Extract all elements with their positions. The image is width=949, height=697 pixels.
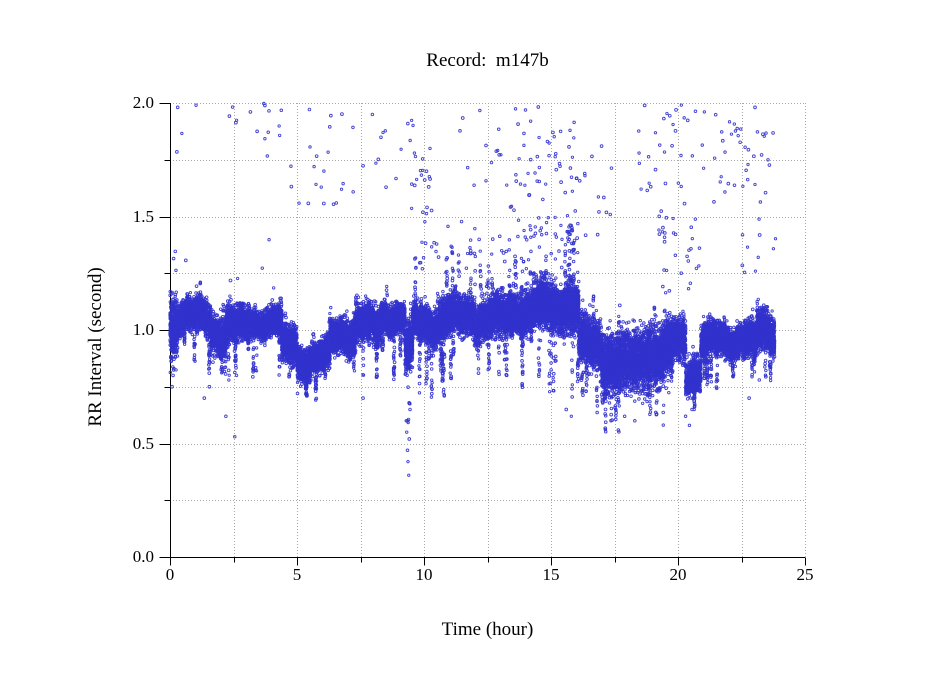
x-tick-label: 10 [415,565,433,584]
y-tick-label: 0.0 [132,547,154,566]
x-tick-label: 25 [796,565,814,584]
x-tick-label: 20 [669,565,687,584]
x-tick-label: 0 [165,565,175,584]
y-tick-label: 0.5 [132,433,154,453]
chart-title: Record: m147b [426,50,549,71]
y-tick-label: 1.0 [132,320,154,339]
y-axis-title: RR Interval (second) [85,267,106,427]
x-tick-label: 5 [292,565,302,584]
x-axis-title: Time (hour) [441,619,534,640]
y-tick-label: 1.5 [132,206,154,226]
y-tick-label: 2.0 [132,93,154,112]
x-tick-label: 15 [542,565,560,584]
